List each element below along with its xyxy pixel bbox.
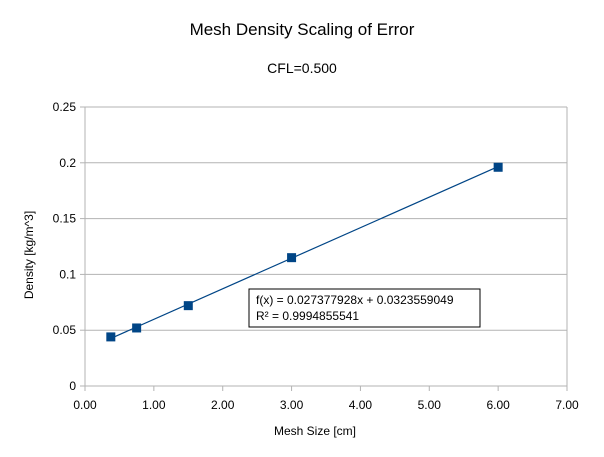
axes — [84, 107, 568, 387]
data-point — [287, 253, 297, 263]
y-tick-label: 0.05 — [53, 323, 77, 337]
y-tick-label: 0.25 — [53, 100, 77, 114]
trendline-equation-box: f(x) = 0.027377928x + 0.0323559049 R² = … — [248, 288, 481, 328]
x-tick-label: 5.00 — [418, 398, 442, 412]
trendline — [110, 166, 499, 339]
x-tick-label: 2.00 — [211, 398, 235, 412]
trendline-r-squared: R² = 0.9994855541 — [256, 309, 359, 323]
y-tick-label: 0 — [69, 379, 76, 393]
x-tick-label: 4.00 — [349, 398, 373, 412]
trendline-equation: f(x) = 0.027377928x + 0.0323559049 — [256, 293, 454, 307]
x-tick-label: 7.00 — [555, 398, 579, 412]
data-point — [106, 332, 116, 342]
y-tick-label: 0.2 — [59, 156, 76, 170]
data-points — [106, 162, 503, 342]
x-tick-label: 3.00 — [280, 398, 304, 412]
x-axis-label: Mesh Size [cm] — [274, 424, 356, 438]
y-axis-label: Density [kg/m^3] — [22, 211, 36, 299]
trendline-line — [110, 166, 499, 339]
x-axis-ticks: 0.00 1.00 2.00 3.00 4.00 5.00 6.00 7.00 — [73, 386, 579, 412]
gridlines — [85, 106, 567, 387]
x-tick-label: 0.00 — [73, 398, 97, 412]
data-point — [493, 162, 503, 172]
y-tick-label: 0.1 — [59, 267, 76, 281]
chart-title: Mesh Density Scaling of Error — [190, 20, 415, 39]
x-tick-label: 6.00 — [486, 398, 510, 412]
x-tick-label: 1.00 — [142, 398, 166, 412]
chart-subtitle: CFL=0.500 — [267, 60, 337, 76]
data-point — [132, 323, 142, 333]
data-point — [183, 301, 193, 311]
y-axis-ticks: 0 0.05 0.1 0.15 0.2 0.25 — [53, 100, 85, 393]
y-tick-label: 0.15 — [53, 212, 77, 226]
